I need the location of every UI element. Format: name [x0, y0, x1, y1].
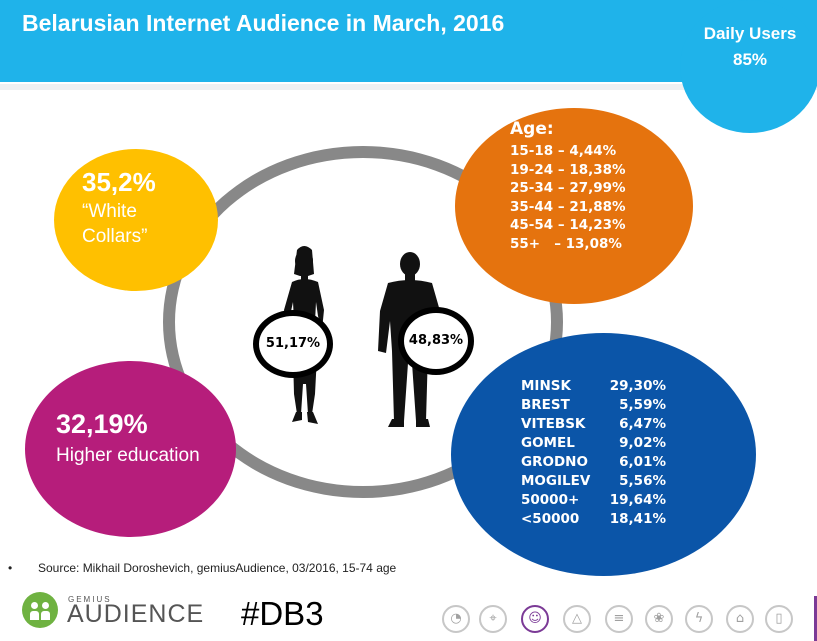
bolt-icon[interactable]: ϟ: [685, 605, 713, 633]
region-row: MINSK 29,30%: [521, 377, 666, 396]
pie-icon[interactable]: ◔: [442, 605, 470, 633]
region-name: VITEBSK: [521, 416, 586, 432]
location-pin-icon[interactable]: ⌖: [479, 605, 507, 633]
region-pct: 5,59%: [619, 397, 666, 413]
age-circle: Age: 15-18 – 4,44% 19-24 – 18,38% 25-34 …: [455, 108, 693, 304]
region-row: MOGILEV 5,56%: [521, 472, 666, 491]
hashtag-label: #DB3: [241, 595, 324, 632]
higher-education-value: 32,19%: [56, 409, 148, 439]
higher-education-label: Higher education: [56, 445, 200, 466]
region-pct: 9,02%: [619, 435, 666, 451]
daily-users-value: 85%: [732, 50, 768, 69]
age-row: 35-44 – 21,88%: [510, 198, 626, 215]
logo-small-text: GEMIUS: [68, 595, 112, 604]
region-row: GRODNO 6,01%: [521, 453, 666, 472]
flame-icon[interactable]: ❀: [645, 605, 673, 633]
region-row: <50000 18,41%: [521, 510, 666, 529]
daily-users-circle: Daily Users 85%: [680, 0, 817, 133]
age-row: 15-18 – 4,44%: [510, 143, 617, 159]
region-row: GOMEL 9,02%: [521, 434, 666, 453]
region-name: MOGILEV: [521, 473, 591, 489]
region-row: VITEBSK 6,47%: [521, 415, 666, 434]
region-pct: 18,41%: [609, 511, 666, 527]
source-bullet: •: [8, 561, 13, 575]
white-collars-label-line1: “White: [82, 201, 137, 222]
daily-users-label: Daily Users: [703, 24, 797, 43]
region-pct: 6,47%: [619, 416, 666, 432]
female-percent-badge: 51,17%: [253, 310, 333, 378]
region-pct: 6,01%: [619, 454, 666, 470]
logo-big-text: AUDIENCE: [67, 600, 205, 628]
users-icon[interactable]: ☺: [521, 605, 549, 633]
age-row: 19-24 – 18,38%: [510, 161, 626, 178]
white-collars-circle: 35,2% “White Collars”: [54, 149, 218, 291]
higher-education-circle: 32,19% Higher education: [25, 361, 236, 537]
region-name: MINSK: [521, 378, 571, 394]
region-name: GRODNO: [521, 454, 588, 470]
signal-icon[interactable]: ≡: [605, 605, 633, 633]
region-name: <50000: [521, 511, 580, 527]
regions-circle: MINSK 29,30% BREST 5,59% VITEBSK 6,47% GOME…: [451, 333, 756, 576]
region-row: 50000+ 19,64%: [521, 491, 666, 510]
active-section-bar: [814, 596, 817, 641]
age-row: 45-54 – 14,23%: [510, 217, 626, 233]
white-collars-label-line2: Collars”: [82, 226, 148, 247]
age-row: 55+ – 13,08%: [510, 235, 622, 252]
triangle-icon[interactable]: △: [563, 605, 591, 633]
header-divider: [0, 84, 817, 90]
logo-mark-icon: [22, 592, 58, 628]
region-name: BREST: [521, 397, 570, 413]
white-collars-value: 35,2%: [82, 167, 156, 197]
male-percent-badge: 48,83%: [398, 307, 474, 375]
cart-icon[interactable]: ⌂: [726, 605, 754, 633]
region-pct: 5,56%: [619, 473, 666, 489]
age-heading: Age:: [510, 119, 554, 139]
phone-icon[interactable]: ▯: [765, 605, 793, 633]
region-pct: 29,30%: [609, 378, 666, 394]
age-row: 25-34 – 27,99%: [510, 180, 626, 196]
source-text: Source: Mikhail Doroshevich, gemiusAudie…: [38, 561, 397, 575]
regions-list: MINSK 29,30% BREST 5,59% VITEBSK 6,47% GOME…: [521, 377, 666, 529]
age-list: 15-18 – 4,44% 19-24 – 18,38% 25-34 – 27,…: [510, 142, 626, 253]
region-name: GOMEL: [521, 435, 575, 451]
region-pct: 19,64%: [609, 492, 666, 508]
region-row: BREST 5,59%: [521, 396, 666, 415]
region-name: 50000+: [521, 492, 580, 508]
page-title: Belarusian Internet Audience in March, 2…: [22, 10, 505, 36]
